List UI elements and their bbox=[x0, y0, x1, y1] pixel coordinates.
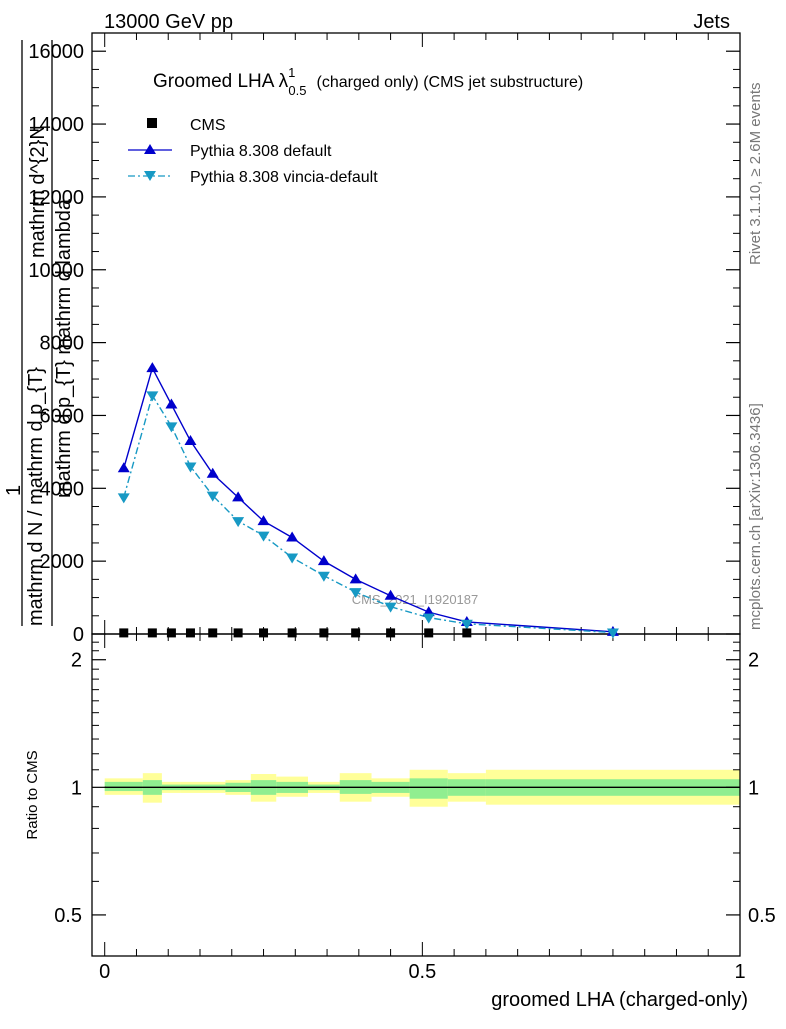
main-ylabel: mathrm d^{2}N mathrm d p_{T} mathrm d la… bbox=[3, 40, 75, 626]
main-y-tick-label: 8000 bbox=[40, 333, 85, 355]
point-pythia-vincia bbox=[349, 588, 362, 599]
legend-marker-pythia-vincia bbox=[144, 171, 156, 181]
header-left: 13000 GeV pp bbox=[104, 11, 233, 33]
point-cms bbox=[185, 628, 195, 638]
plot-title: Groomed LHA λ1 0.5 (charged only) (CMS jet… bbox=[153, 65, 583, 98]
legend-label-cms: CMS bbox=[190, 117, 226, 134]
ylabel-prefix-denominator: mathrm d N / mathrm d p_{T} bbox=[25, 367, 47, 626]
point-pythia-vincia bbox=[606, 628, 619, 639]
header-right: Jets bbox=[693, 11, 730, 33]
point-pythia-vincia bbox=[257, 531, 270, 542]
point-pythia-default bbox=[317, 555, 330, 566]
point-pythia-default bbox=[146, 362, 159, 373]
main-y-tick-label: 14000 bbox=[28, 114, 84, 136]
point-pythia-vincia bbox=[384, 602, 397, 613]
point-pythia-default bbox=[349, 573, 362, 584]
point-cms bbox=[259, 628, 269, 638]
main-y-tick-label: 6000 bbox=[40, 405, 85, 427]
ylabel-numerator: mathrm d^{2}N bbox=[27, 125, 49, 258]
legend: CMS Pythia 8.308 default Pythia 8.308 vi… bbox=[128, 117, 378, 186]
point-pythia-default bbox=[165, 398, 178, 409]
point-pythia-default bbox=[257, 515, 270, 526]
ratio-y-tick-label-right: 0.5 bbox=[748, 905, 776, 927]
series-line-pythia-vincia bbox=[123, 393, 613, 634]
rivet-label: Rivet 3.1.10, ≥ 2.6M events bbox=[747, 83, 764, 266]
main-y-tick-label: 4000 bbox=[40, 478, 85, 500]
point-cms bbox=[119, 628, 129, 638]
point-pythia-vincia bbox=[206, 491, 219, 502]
legend-label-pythia-default: Pythia 8.308 default bbox=[190, 143, 332, 160]
point-pythia-vincia bbox=[117, 493, 130, 504]
x-axis-label: groomed LHA (charged-only) bbox=[491, 989, 748, 1011]
point-cms bbox=[386, 628, 396, 638]
point-pythia-vincia bbox=[286, 553, 299, 564]
point-cms bbox=[424, 628, 434, 638]
point-pythia-default bbox=[286, 531, 299, 542]
ratio-bands bbox=[104, 769, 740, 807]
main-y-tick-label: 10000 bbox=[28, 260, 84, 282]
legend-label-pythia-vincia: Pythia 8.308 vincia-default bbox=[190, 169, 378, 186]
main-y-tick-label: 0 bbox=[73, 624, 84, 646]
point-cms bbox=[287, 628, 297, 638]
point-pythia-vincia bbox=[460, 619, 473, 630]
x-tick-label: 0.5 bbox=[408, 961, 436, 983]
point-cms bbox=[462, 628, 472, 638]
ylabel-denominator: mathrm d p_{T} mathrm d lambda bbox=[53, 198, 75, 498]
main-y-tick-label: 12000 bbox=[28, 187, 84, 209]
main-y-tick-label: 2000 bbox=[40, 551, 85, 573]
ratio-ylabel: Ratio to CMS bbox=[24, 750, 41, 839]
watermark: CMS_2021_I1920187 bbox=[352, 592, 479, 607]
ratio-y-tick-label: 1 bbox=[71, 777, 82, 799]
point-pythia-vincia bbox=[422, 613, 435, 624]
point-cms bbox=[147, 628, 157, 638]
point-cms bbox=[166, 628, 176, 638]
main-axis-ticks: 0 2000 4000 6000 8000 10000 12000 14000 16000 bbox=[28, 32, 741, 646]
ratio-band-inner bbox=[409, 778, 448, 799]
plot-title-rest: (charged only) (CMS jet substructure) bbox=[316, 74, 583, 91]
main-y-tick-label: 16000 bbox=[28, 41, 84, 63]
point-pythia-vincia bbox=[146, 391, 159, 402]
x-tick-label: 0 bbox=[99, 961, 110, 983]
point-pythia-vincia bbox=[165, 422, 178, 433]
ratio-y-tick-label-right: 1 bbox=[748, 777, 759, 799]
point-pythia-vincia bbox=[232, 517, 245, 528]
point-pythia-default bbox=[206, 467, 219, 478]
legend-marker-pythia-default bbox=[144, 144, 156, 154]
x-tick-label: 1 bbox=[734, 961, 745, 983]
point-cms bbox=[351, 628, 361, 638]
ratio-y-tick-label: 0.5 bbox=[54, 905, 82, 927]
point-pythia-default bbox=[184, 434, 197, 445]
legend-marker-cms bbox=[147, 118, 157, 128]
ratio-band-inner bbox=[104, 781, 143, 792]
point-pythia-vincia bbox=[317, 571, 330, 582]
point-cms bbox=[208, 628, 218, 638]
series-layer bbox=[117, 362, 619, 639]
point-cms bbox=[319, 628, 329, 638]
point-pythia-default bbox=[117, 462, 130, 473]
series-line-pythia-default bbox=[123, 366, 613, 633]
plot-title-sup: 1 bbox=[288, 65, 295, 80]
plot-title-main: Groomed LHA λ bbox=[153, 71, 289, 92]
point-pythia-vincia bbox=[184, 462, 197, 473]
ratio-y-tick-label: 2 bbox=[71, 650, 82, 672]
point-pythia-default bbox=[384, 589, 397, 600]
ratio-frame bbox=[91, 633, 741, 957]
point-pythia-default bbox=[232, 491, 245, 502]
mcplots-label: mcplots.cern.ch [arXiv:1306.3436] bbox=[747, 403, 764, 630]
ratio-y-tick-label-right: 2 bbox=[748, 650, 759, 672]
plot-title-sub: 0.5 bbox=[288, 83, 306, 98]
point-cms bbox=[233, 628, 243, 638]
ylabel-prefix-numerator: 1 bbox=[3, 485, 25, 496]
